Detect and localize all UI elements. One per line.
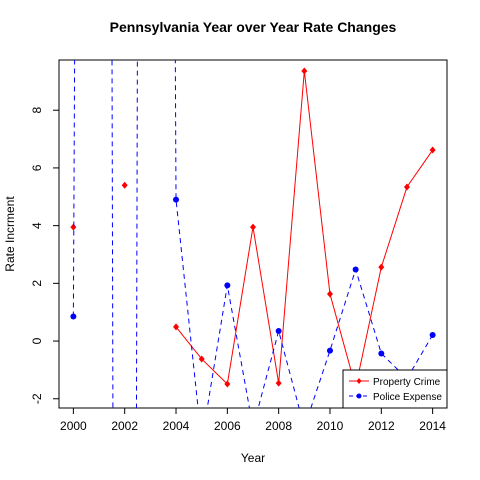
point	[70, 313, 77, 320]
y-tick-label: 4	[30, 222, 44, 229]
y-tick-label: 8	[30, 107, 44, 114]
chart-title: Pennsylvania Year over Year Rate Changes	[110, 19, 397, 35]
point	[301, 425, 307, 431]
point	[173, 323, 180, 331]
x-tick-label: 2006	[214, 419, 241, 433]
y-tick-label: 0	[30, 337, 44, 344]
point	[198, 355, 205, 363]
point	[199, 439, 205, 445]
x-tick-label: 2000	[60, 419, 87, 433]
point	[173, 196, 180, 203]
y-axis-label: Rate Incrment	[3, 196, 17, 272]
plot-frame	[58, 59, 448, 409]
x-tick-label: 2012	[368, 419, 395, 433]
plot-area	[70, 60, 436, 445]
point	[301, 67, 308, 75]
x-tick-label: 2010	[317, 419, 344, 433]
legend-marker	[356, 378, 362, 384]
point	[121, 181, 128, 189]
point	[70, 223, 77, 231]
point	[326, 347, 333, 354]
point	[250, 223, 256, 231]
y-tick-label: 2	[30, 280, 44, 287]
x-tick-label: 2002	[111, 419, 138, 433]
legend-label: Police Expense	[373, 392, 442, 403]
point	[403, 183, 410, 191]
point	[352, 266, 359, 273]
point	[224, 282, 231, 289]
series-line	[175, 70, 434, 388]
y-tick-label: -2	[30, 393, 44, 404]
x-tick-label: 2004	[163, 419, 190, 433]
point	[429, 146, 436, 154]
y-tick-label: 6	[30, 164, 44, 171]
point	[275, 327, 282, 334]
x-tick-label: 2008	[265, 419, 292, 433]
point	[378, 350, 385, 357]
point	[326, 290, 333, 298]
legend-marker	[356, 393, 362, 399]
legend-box	[342, 369, 448, 409]
point	[224, 380, 231, 388]
x-axis-label: Year	[241, 451, 265, 465]
point	[250, 425, 256, 431]
legend-label: Property Crime	[373, 377, 441, 388]
x-tick-label: 2014	[419, 419, 446, 433]
point	[429, 331, 436, 338]
point	[378, 263, 385, 271]
point	[275, 379, 282, 387]
